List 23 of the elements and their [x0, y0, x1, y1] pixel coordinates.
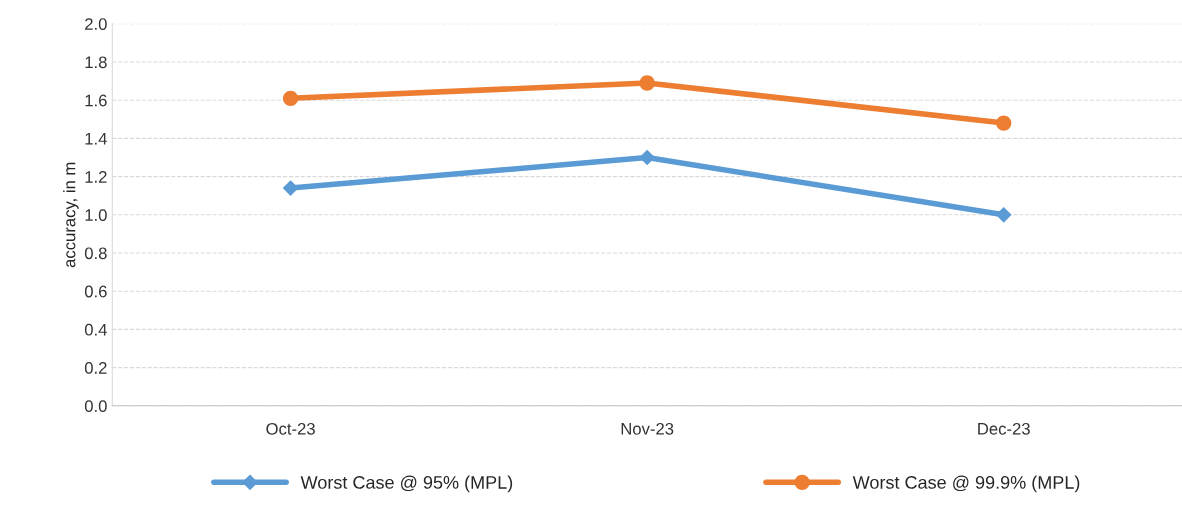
y-tick-label: 0.0 — [84, 400, 107, 413]
y-tick-label: 1.0 — [85, 209, 107, 221]
point — [996, 115, 1012, 131]
y-tick-label: 2.0 — [85, 18, 107, 30]
point — [282, 90, 299, 106]
y-tick-label: 1.8 — [85, 56, 107, 69]
point — [995, 206, 1012, 223]
y-tick-label: 0.4 — [84, 323, 107, 336]
point — [639, 149, 655, 166]
point — [639, 75, 655, 91]
y-tick-label: 1.6 — [85, 94, 107, 107]
x-tick-label: Nov-23 — [621, 422, 674, 435]
legend-label: Worst Case @ 95% (MPL) — [300, 475, 513, 493]
point — [282, 180, 299, 196]
y-tick-label: 0.6 — [84, 285, 107, 298]
x-tick-label: Oct-23 — [266, 422, 315, 435]
y-axis-title: accuracy, in m — [63, 162, 79, 268]
y-tick-label: 0.2 — [84, 362, 107, 374]
x-tick-label: Dec-23 — [978, 422, 1030, 435]
legend-label: Worst Case @ 99.9% (MPL) — [852, 475, 1080, 493]
y-tick-label: 0.8 — [84, 247, 107, 260]
y-tick-label: 1.4 — [85, 132, 107, 145]
y-tick-label: 1.2 — [85, 171, 107, 183]
